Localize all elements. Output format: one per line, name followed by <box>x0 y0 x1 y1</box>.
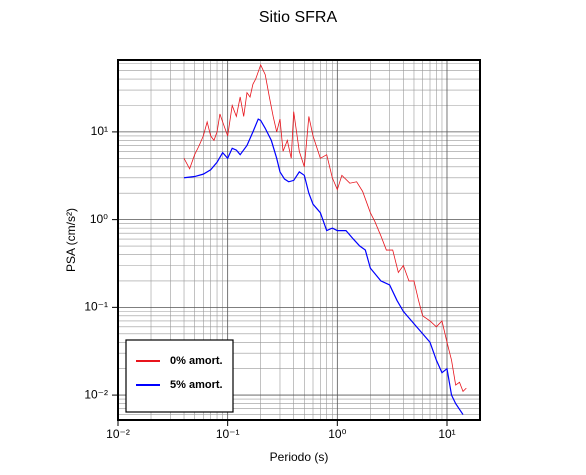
x-tick-label: 10⁻² <box>106 427 130 441</box>
y-tick-label: 10⁻¹ <box>84 300 108 314</box>
x-tick-label: 10⁻¹ <box>216 427 240 441</box>
series-line <box>183 63 467 393</box>
y-axis-label: PSA (cm/s²) <box>64 208 78 272</box>
legend-box <box>125 339 234 413</box>
chart-title: Sitio SFRA <box>259 9 338 26</box>
x-axis-label: Periodo (s) <box>270 450 329 464</box>
x-tick-label: 10¹ <box>438 427 455 441</box>
x-tick-label: 10⁰ <box>328 427 346 441</box>
y-tick-label: 10¹ <box>91 124 108 138</box>
legend-label: 5% amort. <box>170 379 223 391</box>
legend-label: 0% amort. <box>170 355 223 367</box>
plot-frame <box>117 59 481 421</box>
series-line <box>183 118 464 415</box>
y-tick-label: 10⁻² <box>84 387 108 401</box>
y-tick-label: 10⁰ <box>90 212 108 226</box>
